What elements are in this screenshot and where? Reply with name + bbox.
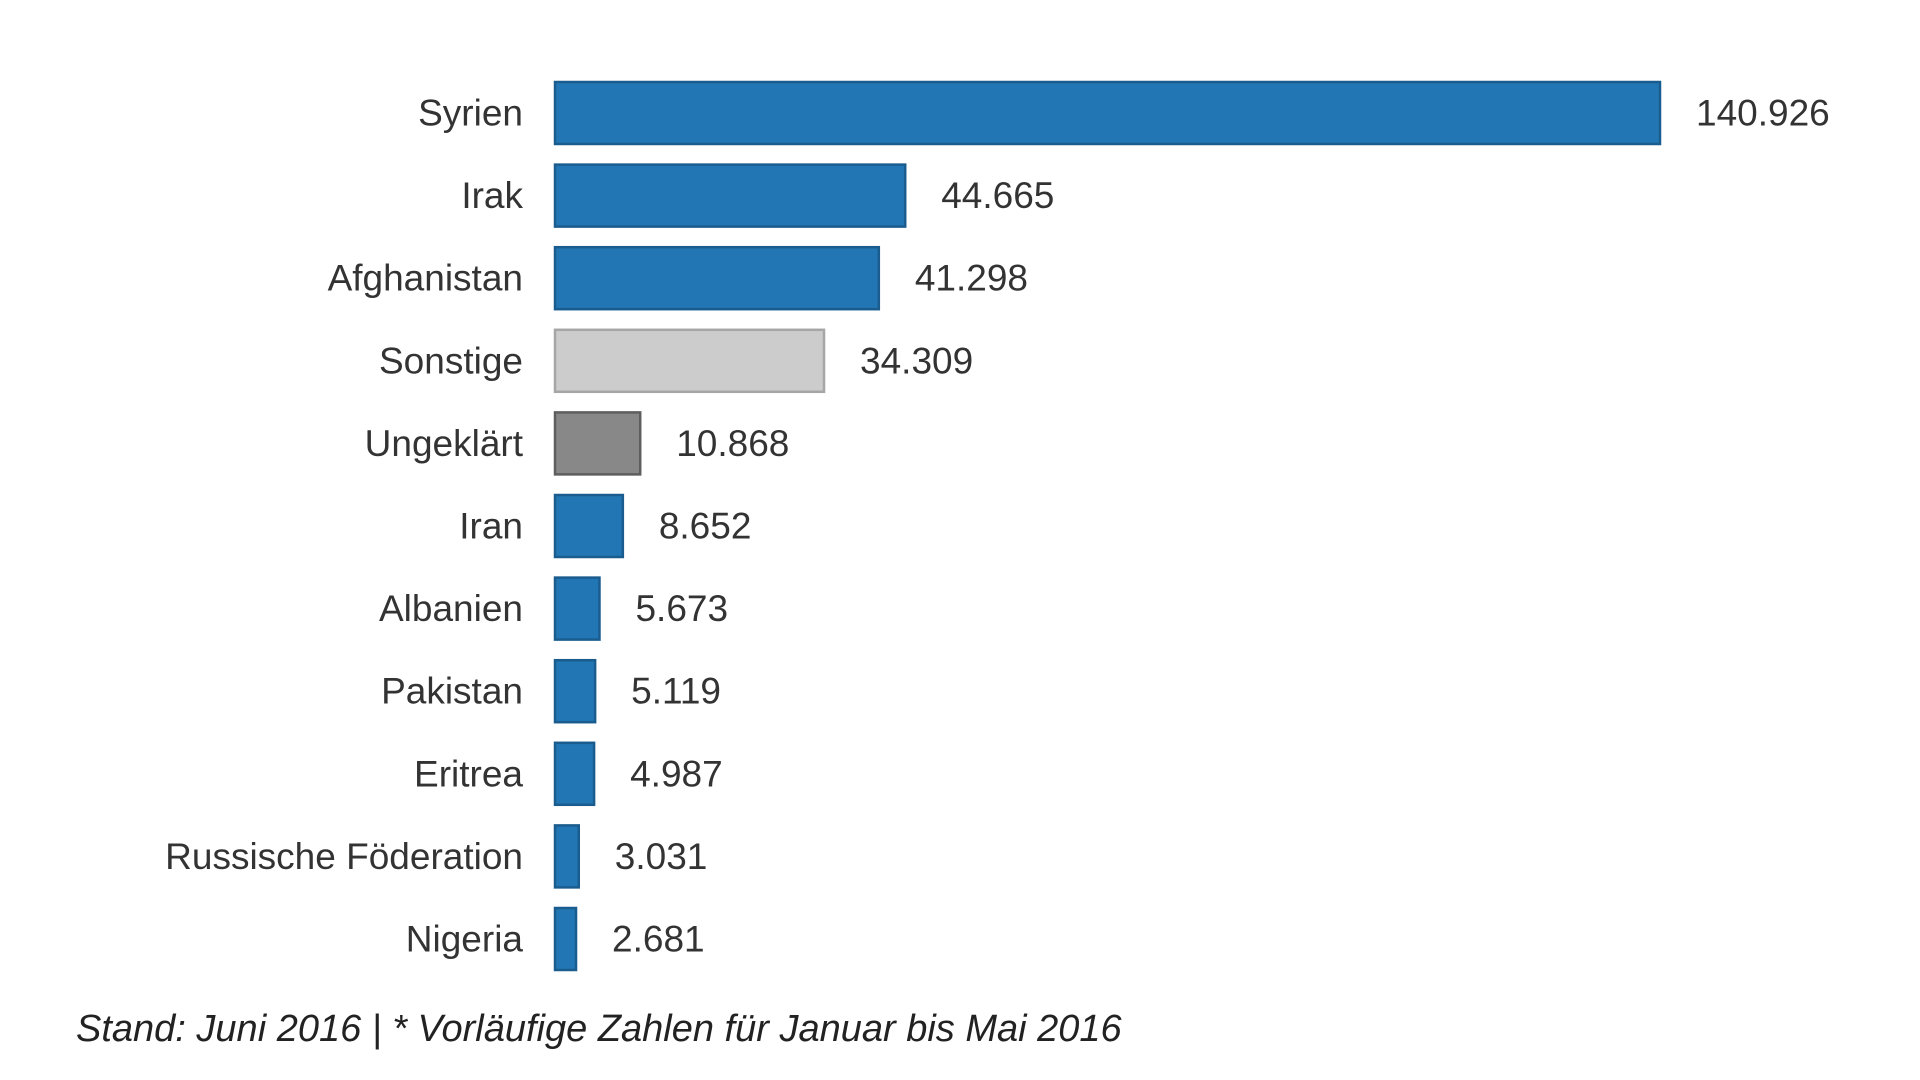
value-label-russische-foderation: 3.031 bbox=[615, 836, 708, 877]
value-label-albanien: 5.673 bbox=[635, 588, 728, 629]
bar-afghanistan bbox=[553, 245, 881, 311]
category-label-russische-foderation: Russische Föderation bbox=[165, 836, 523, 877]
category-label-afghanistan: Afghanistan bbox=[328, 258, 523, 299]
category-label-pakistan: Pakistan bbox=[381, 671, 523, 712]
bar-iran bbox=[553, 493, 625, 559]
category-label-nigeria: Nigeria bbox=[406, 919, 524, 960]
bar-nigeria bbox=[553, 906, 578, 972]
bar-ungeklart bbox=[553, 411, 642, 476]
value-label-sonstige: 34.309 bbox=[860, 340, 973, 381]
category-label-albanien: Albanien bbox=[379, 588, 523, 629]
bar-syrien bbox=[553, 80, 1662, 146]
category-label-ungeklart: Ungeklärt bbox=[365, 423, 524, 464]
bar-eritrea bbox=[553, 741, 596, 807]
category-label-irak: Irak bbox=[461, 175, 523, 216]
category-label-iran: Iran bbox=[459, 506, 523, 547]
bar-russische-foderation bbox=[553, 824, 581, 889]
bar-irak bbox=[553, 163, 907, 228]
category-label-sonstige: Sonstige bbox=[379, 340, 523, 381]
value-label-syrien: 140.926 bbox=[1696, 93, 1830, 134]
value-label-ungeklart: 10.868 bbox=[676, 423, 789, 464]
bar-albanien bbox=[553, 576, 601, 641]
value-label-irak: 44.665 bbox=[941, 175, 1054, 216]
bar-sonstige bbox=[553, 328, 826, 394]
value-label-iran: 8.652 bbox=[659, 506, 752, 547]
value-label-eritrea: 4.987 bbox=[630, 753, 723, 794]
category-label-syrien: Syrien bbox=[418, 93, 523, 134]
value-label-afghanistan: 41.298 bbox=[915, 258, 1028, 299]
value-label-pakistan: 5.119 bbox=[631, 671, 721, 712]
category-label-eritrea: Eritrea bbox=[414, 753, 523, 794]
bar-pakistan bbox=[553, 658, 597, 724]
chart-footnote: Stand: Juni 2016 | * Vorläufige Zahlen f… bbox=[76, 1008, 1122, 1050]
value-label-nigeria: 2.681 bbox=[612, 919, 705, 960]
